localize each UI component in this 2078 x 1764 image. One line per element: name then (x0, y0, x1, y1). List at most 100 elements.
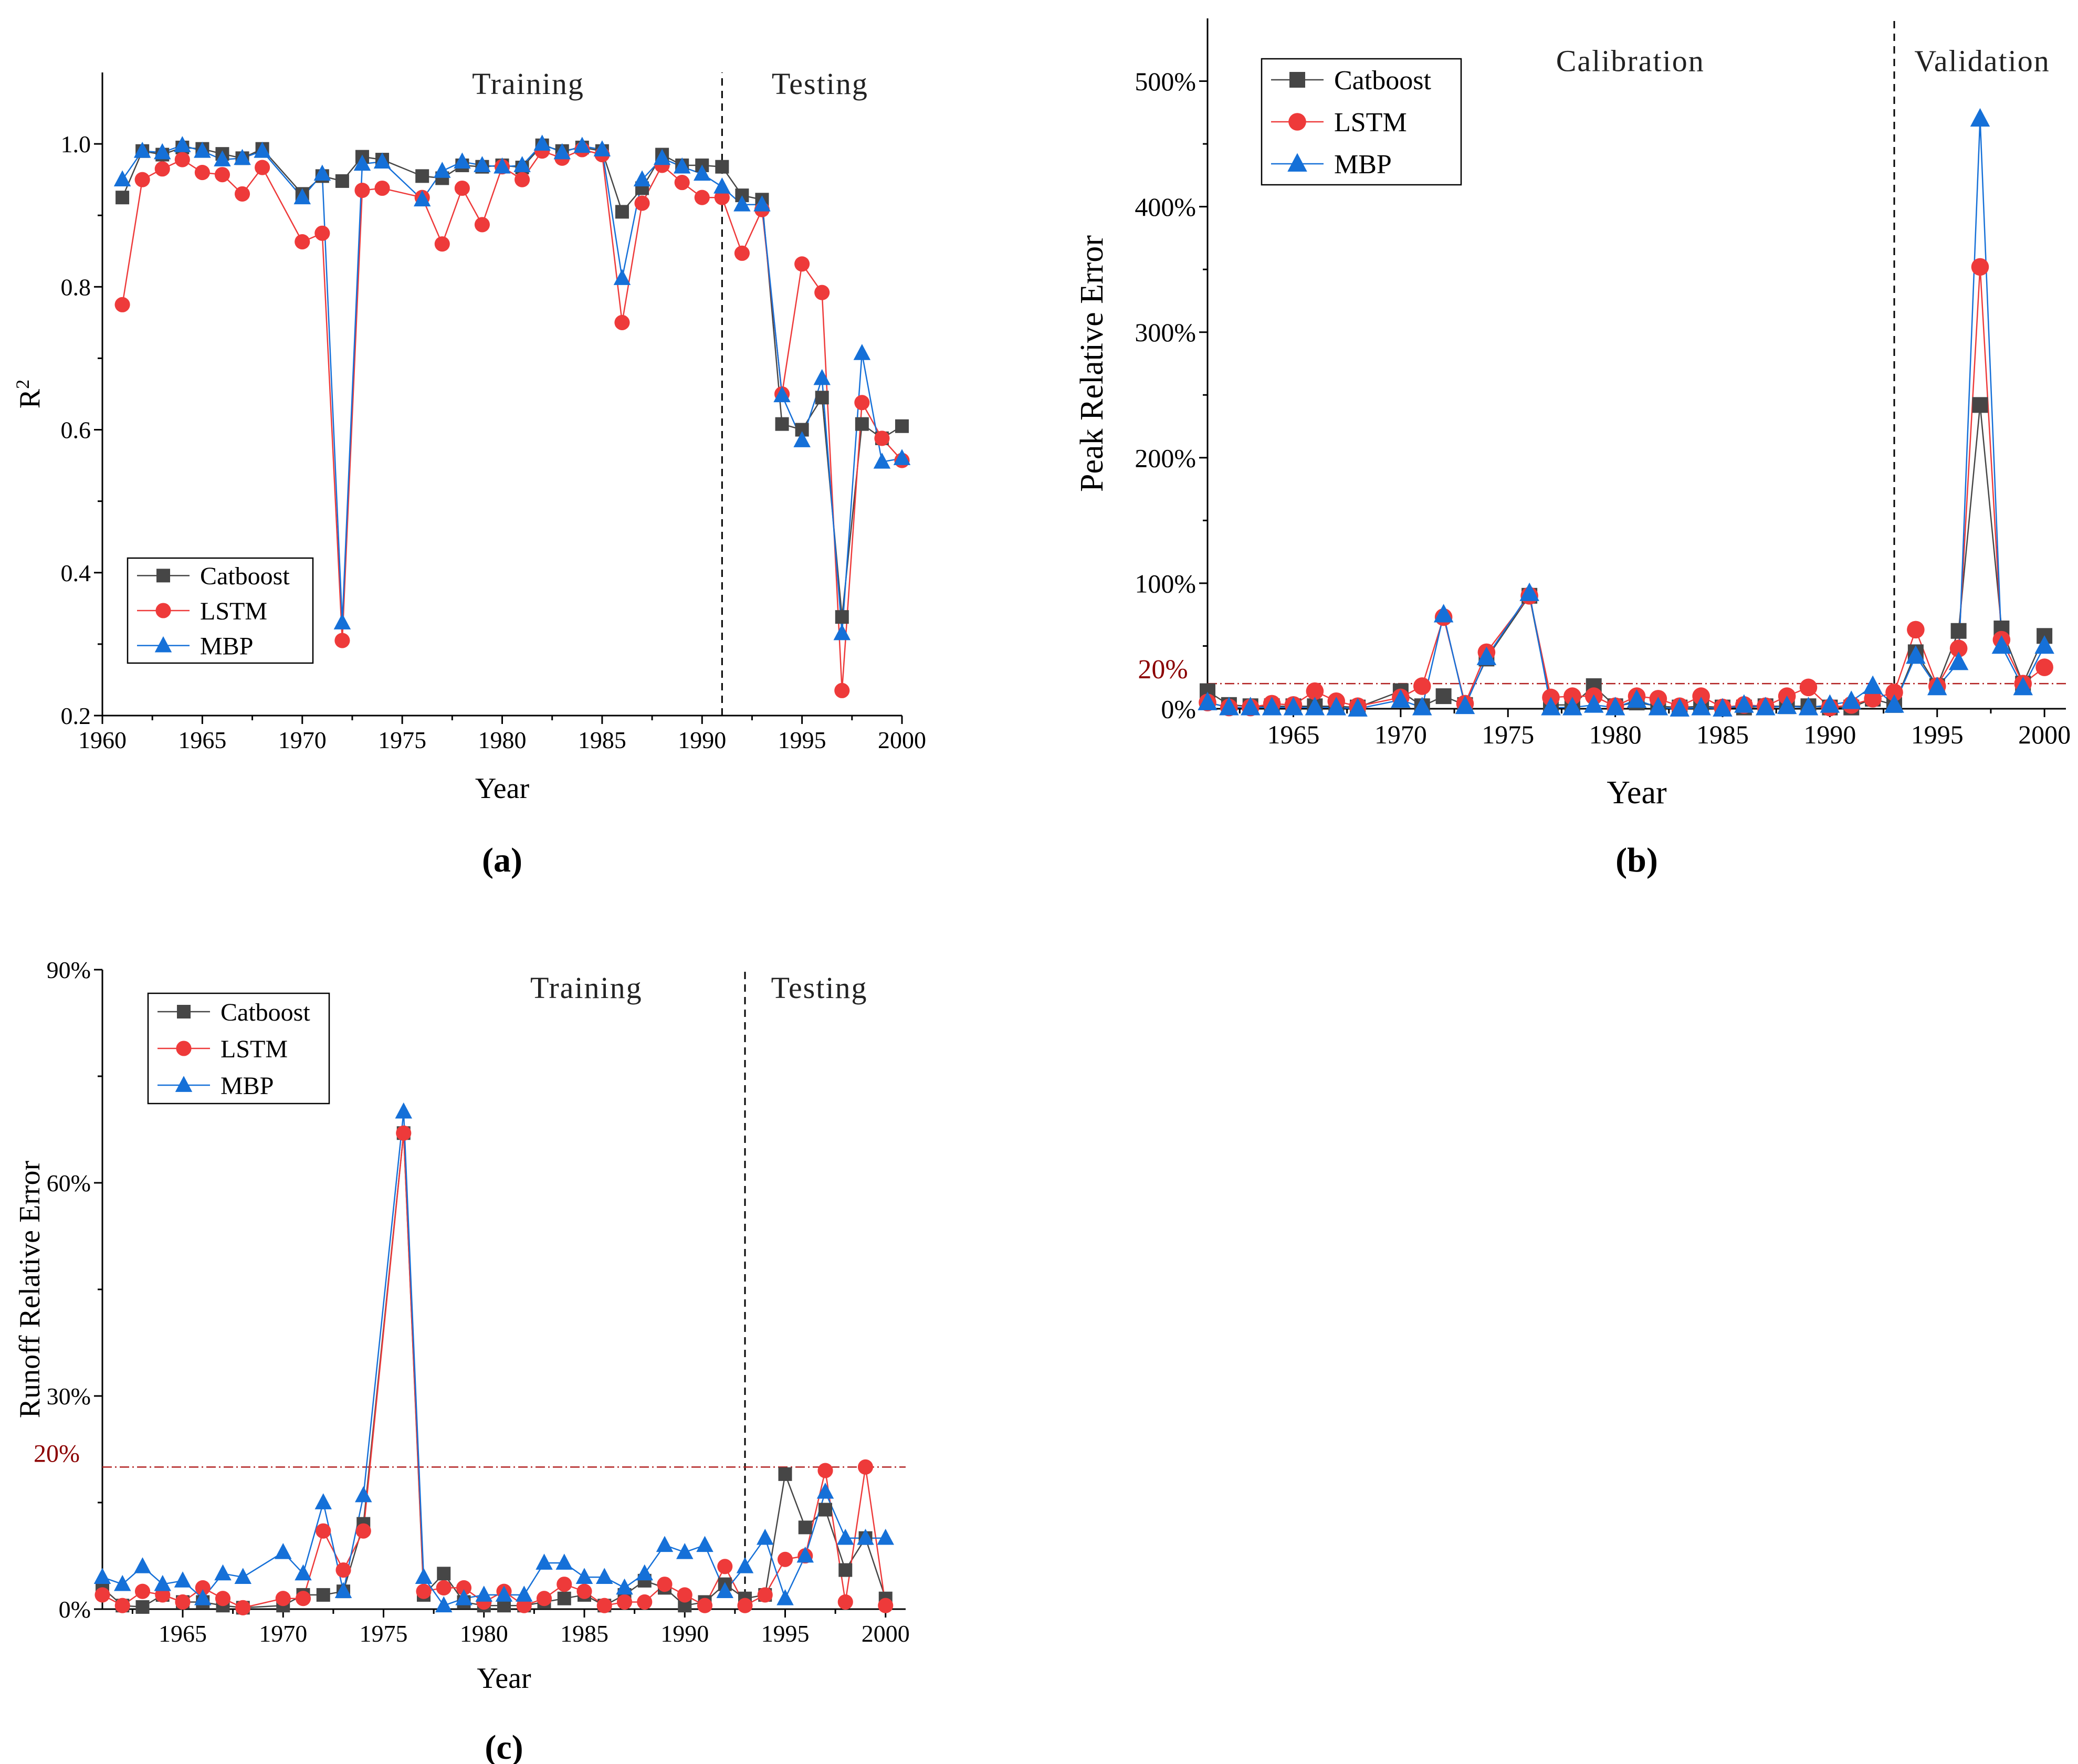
panel-a-mbp-point (773, 386, 791, 403)
panel-c-mbp-point (716, 1582, 733, 1599)
panel-a-mbp-point (293, 188, 311, 205)
panel-c-catboost-point (778, 1467, 792, 1481)
panel-b-lstm-point (1563, 687, 1581, 705)
panel-c-x-tick-label: 1965 (159, 1620, 207, 1647)
panel-c-mbp-point (837, 1528, 854, 1545)
panel-b-legend-marker-mbp (1287, 153, 1307, 172)
panel-b-mbp-point (1241, 697, 1261, 716)
panel-c-lstm-point (596, 1598, 612, 1613)
panel-c-catboost-point (818, 1503, 832, 1517)
panel-a-r2-chart: 1960 1965 1970 1975 1980 1985 1990 1995 2000 0.2 0… (12, 67, 926, 879)
panel-a-mbp-point (113, 170, 131, 187)
panel-c-mbp-point (395, 1102, 412, 1119)
panel-c-x-tick-label: 2000 (862, 1620, 910, 1647)
panel-b-y-axis-title-main: Peak Relative Error (1074, 235, 1110, 492)
panel-b-mbp-point (1391, 689, 1411, 708)
panel-c-lstm-point (757, 1587, 773, 1603)
panel-a-mbp-point (133, 141, 151, 158)
panel-b-legend-marker-catboost (1289, 72, 1305, 88)
panel-c-x-tick-label: 1980 (460, 1620, 508, 1647)
panel-c-lstm-point (576, 1583, 592, 1599)
panel-c-y-tick-label: 30% (47, 1383, 91, 1410)
panel-b-legend-label-mbp: MBP (1334, 150, 1392, 180)
panel-a-lstm-point (474, 217, 490, 233)
panel-b-catboost-point (1972, 397, 1988, 413)
panel-a-catboost-point (855, 417, 869, 431)
panel-b-mbp-point (1991, 635, 2012, 654)
panel-b-lstm-point (2035, 658, 2053, 676)
panel-c-lstm-point (717, 1559, 733, 1574)
panel-a-mbp-point (454, 152, 471, 169)
panel-b-y-tick-label: 200% (1135, 443, 1196, 472)
panel-a-lstm-point (234, 186, 250, 202)
panel-a-mbp-point (833, 624, 851, 640)
panel-c-lstm-point (235, 1600, 251, 1615)
panel-a-catboost-point (335, 174, 349, 188)
panel-a-mbp-point (553, 143, 571, 160)
panel-c-y-axis-title-main: Runoff Relative Error (14, 1160, 46, 1418)
panel-b-mbp-point (1283, 697, 1304, 716)
panel-c-mbp-point (596, 1568, 613, 1584)
panel-a-mbp-point (753, 195, 771, 212)
panel-c-legend: Catboost LSTM MBP (147, 992, 330, 1105)
panel-c-lstm-point (114, 1598, 130, 1613)
panel-a-x-tick-label: 1975 (378, 727, 426, 753)
panel-b-mbp-point (1326, 697, 1346, 716)
panel-c-x-tick-label: 1970 (259, 1620, 307, 1647)
panel-c-catboost-point (798, 1520, 812, 1535)
panel-b-y-tick-label: 100% (1135, 569, 1196, 598)
panel-b-mbp-point (1691, 697, 1711, 716)
panel-c-lstm-point (837, 1594, 853, 1610)
panel-b-mbp-point (1734, 694, 1754, 713)
panel-a-lstm-point (834, 682, 850, 698)
panel-c-lstm-point (95, 1587, 110, 1603)
panel-b-mbp-point (1863, 675, 1883, 694)
panel-a-lstm-point (515, 172, 530, 187)
panel-b-legend-marker-lstm (1288, 113, 1306, 131)
panel-c-lstm-point (536, 1591, 552, 1606)
panel-a-mbp-point (313, 164, 331, 181)
panel-b-mbp-point (1219, 697, 1239, 716)
panel-b-lstm-point (1971, 258, 1989, 276)
panel-b-mbp-point (1412, 697, 1432, 716)
panel-c-lstm-point (777, 1551, 793, 1567)
panel-b-mbp-point (1455, 695, 1475, 715)
panel-b-lstm-line (1207, 267, 2045, 708)
panel-a-mbp-point (613, 269, 631, 285)
panel-a-lstm-point (134, 172, 150, 187)
panel-b-panel-label: (b) (1615, 841, 1658, 879)
panel-c-lstm-point (677, 1587, 692, 1603)
panel-c-lstm-point (295, 1591, 311, 1606)
panel-c-mbp-point (636, 1564, 653, 1581)
panel-b-mbp-point (1798, 697, 1819, 716)
panel-a-catboost-point (895, 419, 909, 433)
panel-c-lstm-point (697, 1598, 713, 1613)
panel-a-mbp-point (194, 141, 211, 158)
panel-b-mbp-point (1584, 694, 1604, 713)
panel-a-catboost-point (615, 205, 629, 219)
panel-a-y-tick-label: 1.0 (61, 131, 91, 158)
panel-b-y-tick-label: 300% (1135, 318, 1196, 347)
panel-b-mbp-point (1541, 697, 1561, 716)
panel-a-lstm-point (434, 236, 450, 252)
panel-b-region-label-calibration: Calibration (1556, 44, 1705, 78)
panel-c-mbp-point (676, 1543, 694, 1559)
panel-a-mbp-point (673, 157, 691, 174)
panel-b-mbp-point (1198, 691, 1218, 710)
panel-b-mbp-point (1777, 695, 1797, 715)
panel-c-mbp-point (757, 1528, 774, 1545)
panel-a-mbp-point (893, 449, 911, 465)
panel-a-lstm-point (255, 160, 270, 175)
panel-b-mbp-point (1626, 689, 1647, 708)
panel-a-x-tick-label: 1980 (478, 727, 527, 753)
panel-c-mbp-point (776, 1589, 794, 1605)
panel-b-legend-label-lstm: LSTM (1334, 108, 1407, 138)
panel-c-catboost-point (437, 1567, 451, 1581)
panel-c-mbp-point (314, 1493, 332, 1509)
panel-b-y-tick-label: 0% (1161, 695, 1196, 724)
panel-b-mbp-point (2013, 676, 2033, 696)
panel-a-mbp-point (633, 170, 651, 187)
panel-b-x-tick-label: 2000 (2018, 720, 2071, 749)
panel-a-lstm-point (734, 245, 750, 261)
panel-b-lstm-point (1885, 684, 1903, 701)
